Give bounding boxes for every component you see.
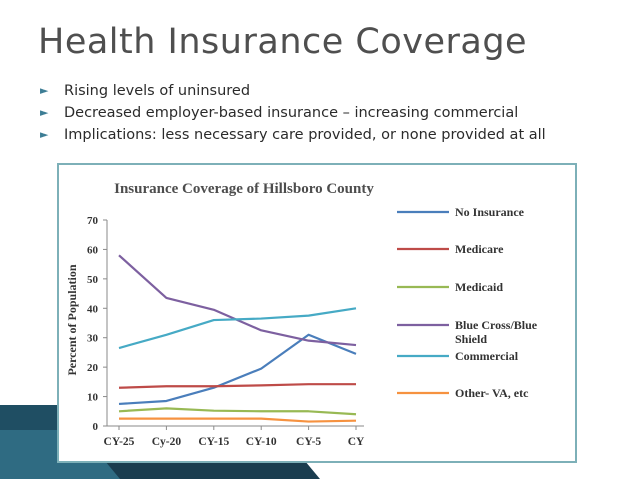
triangle-right-icon: ► (40, 84, 49, 97)
bullet-item: ► Decreased employer-based insurance – i… (40, 102, 546, 124)
series-line (118, 307, 357, 350)
y-tick-label: 40 (87, 303, 99, 315)
triangle-right-icon: ► (40, 106, 49, 119)
slide-title: Health Insurance Coverage (38, 22, 528, 62)
chart-legend: No Insurance Medicare Medicaid Blue Cross/B… (397, 205, 538, 400)
legend-label: Medicare (455, 242, 504, 256)
x-tick-label: CY (348, 436, 365, 448)
series-line (118, 407, 357, 416)
series-line (118, 383, 356, 389)
bullet-list: ► Rising levels of uninsured ► Decreased… (40, 80, 546, 146)
series-layer (118, 254, 357, 423)
y-tick-label: 0 (93, 421, 99, 433)
chart-axes: 0 10 20 30 40 50 60 70 CY-25 Cy-20 CY-15 CY-10 CY-5 C… (87, 215, 365, 448)
y-axis-label: Percent of Population (65, 264, 79, 375)
x-tick-label: CY-15 (198, 436, 229, 448)
bullet-item: ► Rising levels of uninsured (40, 80, 546, 102)
legend-label: Blue Cross/Blue Shield (455, 318, 538, 346)
y-tick-label: 50 (87, 274, 99, 286)
x-tick-label: CY-10 (246, 436, 277, 448)
series-line (118, 333, 357, 406)
y-tick-label: 30 (87, 333, 99, 345)
x-tick-label: Cy-20 (152, 436, 182, 448)
y-tick-label: 70 (87, 215, 99, 227)
legend-label: Commercial (455, 349, 519, 363)
series-line (118, 254, 357, 347)
chart-frame: Insurance Coverage of Hillsboro County P… (57, 163, 577, 463)
triangle-right-icon: ► (40, 128, 49, 141)
y-tick-label: 60 (87, 244, 99, 256)
x-tick-label: CY-5 (296, 436, 321, 448)
x-tick-label: CY-25 (104, 436, 135, 448)
y-tick-label: 20 (87, 362, 99, 374)
legend-label: Other- VA, etc (455, 386, 529, 400)
legend-label: Medicaid (455, 280, 503, 294)
bullet-item: ► Implications: less necessary care prov… (40, 124, 546, 146)
bullet-text: Decreased employer-based insurance – inc… (64, 105, 519, 121)
line-chart: Insurance Coverage of Hillsboro County P… (65, 181, 538, 448)
bullet-text: Implications: less necessary care provid… (64, 127, 546, 143)
chart-title: Insurance Coverage of Hillsboro County (114, 181, 374, 197)
bullet-text: Rising levels of uninsured (64, 83, 251, 99)
legend-label: No Insurance (455, 205, 525, 219)
y-tick-label: 10 (87, 392, 99, 404)
series-line (119, 417, 357, 423)
